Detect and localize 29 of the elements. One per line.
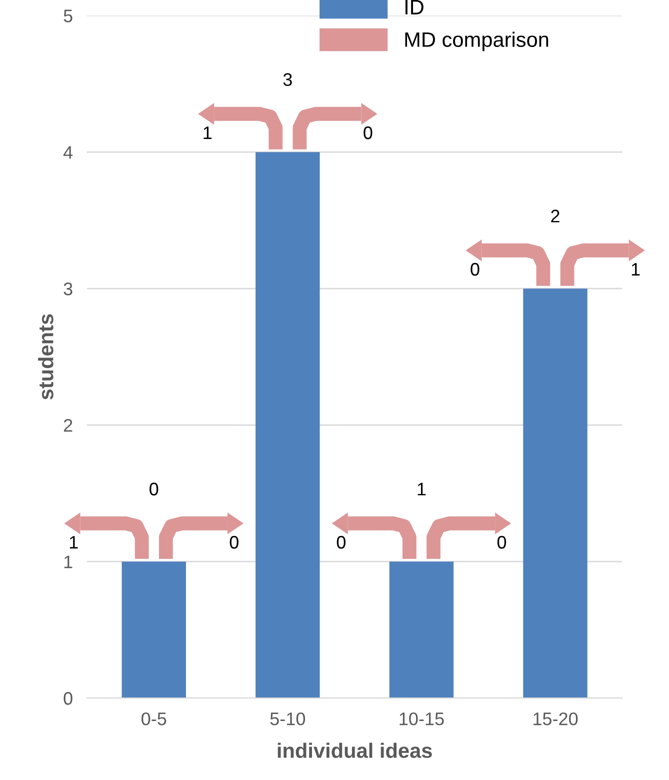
annotation: 0: [364, 126, 372, 140]
annotation: 2: [551, 210, 560, 222]
annotation: 0: [336, 536, 346, 549]
legend-label: MD comparison: [405, 32, 548, 52]
annotation: 1: [204, 126, 212, 140]
y-tick-label: 0: [64, 692, 72, 705]
bar: [389, 562, 454, 698]
bar: [122, 562, 186, 698]
annotation: 1: [418, 482, 426, 496]
x-tick-label: 5-10: [270, 712, 306, 726]
annotation: 0: [150, 482, 158, 496]
annotation: 0: [470, 262, 480, 276]
x-tick-label: 0-5: [142, 712, 166, 726]
text: 1: [632, 263, 640, 276]
y-tick-label: 4: [63, 146, 73, 159]
y-tick-label: 5: [64, 10, 72, 22]
x-tick-label: 10-15: [400, 712, 444, 726]
y-tick-label: 2: [64, 419, 72, 432]
y-tick-label: 3: [64, 282, 72, 296]
annotation: 3: [283, 73, 292, 86]
annotation: 0: [230, 536, 238, 549]
legend-label: ID: [406, 0, 424, 14]
bar: [523, 288, 588, 698]
annotation: 0: [497, 536, 506, 549]
x-tick-label: 15-20: [534, 712, 578, 726]
y-tick-label: 1: [64, 556, 72, 568]
x-axis-title: individual ideas: [278, 742, 432, 758]
y-axis-title: students: [38, 314, 54, 400]
bar: [256, 152, 320, 698]
